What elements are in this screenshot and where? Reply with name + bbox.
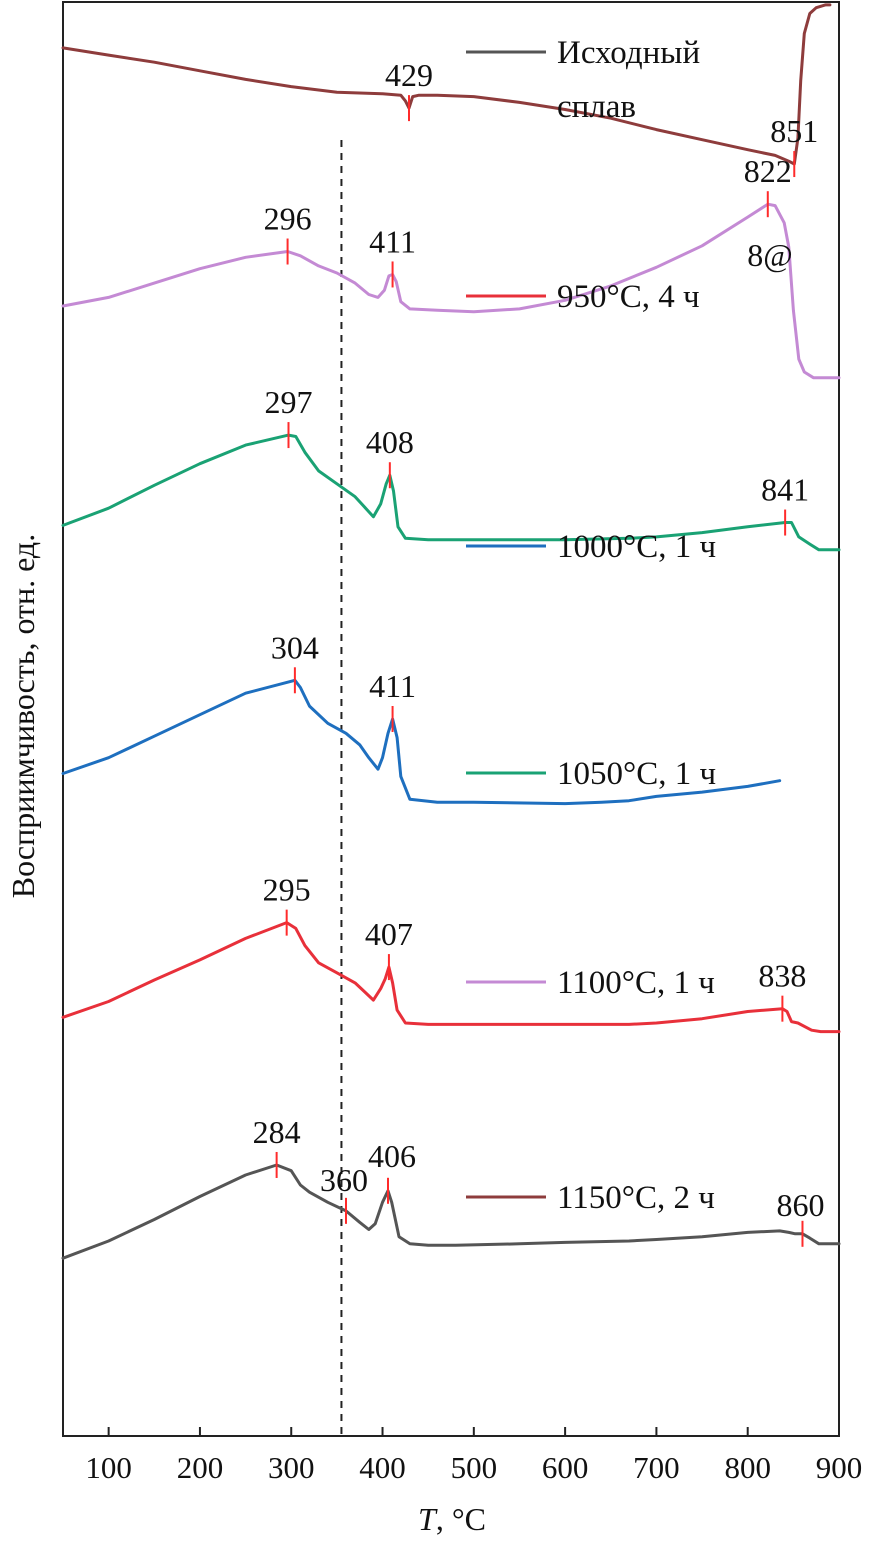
peak-label: 411 bbox=[369, 223, 416, 259]
legend: Исходный сплав 950°C, 4 ч 1000°C, 1 ч 1050°C… bbox=[466, 35, 716, 1216]
peak-label: 297 bbox=[264, 384, 312, 420]
peak-label: 838 bbox=[758, 958, 806, 994]
peak-label: 822 bbox=[744, 153, 792, 189]
legend-label-1: сплав bbox=[557, 89, 636, 125]
legend-label-5: 1100°C, 1 ч bbox=[557, 965, 715, 1001]
x-tick-label: 400 bbox=[359, 1450, 406, 1485]
peak-label: 429 bbox=[385, 57, 433, 93]
x-axis-title-symbol: T bbox=[418, 1501, 438, 1537]
legend-label-4: 1050°C, 1 ч bbox=[557, 756, 716, 792]
peak-label: 304 bbox=[271, 629, 319, 665]
legend-label-2: 950°C, 4 ч bbox=[557, 279, 700, 315]
x-tick-label: 900 bbox=[816, 1450, 863, 1485]
annotation-label: 8@ bbox=[747, 237, 792, 273]
peak-label: 860 bbox=[776, 1187, 824, 1223]
peak-label: 406 bbox=[368, 1138, 416, 1174]
x-axis-title: T, °C bbox=[418, 1501, 486, 1537]
series-line-6 bbox=[61, 3, 832, 166]
legend-label-3: 1000°C, 1 ч bbox=[557, 529, 716, 565]
peak-label: 408 bbox=[366, 424, 414, 460]
peak-label: 841 bbox=[761, 472, 809, 508]
x-tick-label: 700 bbox=[633, 1450, 680, 1485]
plot-frame bbox=[62, 1, 840, 1437]
peak-label: 851 bbox=[770, 113, 818, 149]
peak-label: 295 bbox=[263, 872, 311, 908]
x-axis-ticks: 100 200 300 400 500 600 700 800 900 bbox=[85, 1427, 862, 1485]
plot-area bbox=[62, 1, 840, 1437]
x-tick-label: 100 bbox=[85, 1450, 132, 1485]
x-tick-label: 200 bbox=[177, 1450, 224, 1485]
peak-label: 296 bbox=[264, 201, 312, 237]
x-tick-label: 300 bbox=[268, 1450, 315, 1485]
peak-label: 411 bbox=[369, 668, 416, 704]
y-axis-title: Восприимчивость, отн. ед. bbox=[5, 534, 41, 898]
x-tick-label: 800 bbox=[724, 1450, 771, 1485]
series-layer bbox=[61, 3, 841, 1260]
peak-label: 360 bbox=[320, 1162, 368, 1198]
legend-label-6: 1150°C, 2 ч bbox=[557, 1180, 715, 1216]
series-line-5 bbox=[61, 202, 841, 380]
series-line-4 bbox=[61, 433, 841, 552]
legend-label-1: Исходный bbox=[557, 35, 700, 71]
x-tick-label: 500 bbox=[451, 1450, 498, 1485]
series-line-1 bbox=[61, 1163, 841, 1260]
series-line-2 bbox=[61, 921, 841, 1034]
peak-label: 284 bbox=[253, 1114, 301, 1150]
x-tick-label: 600 bbox=[542, 1450, 589, 1485]
series-line-3 bbox=[61, 678, 782, 806]
peak-label: 407 bbox=[365, 916, 413, 952]
x-axis-title-unit: , °C bbox=[436, 1501, 486, 1537]
